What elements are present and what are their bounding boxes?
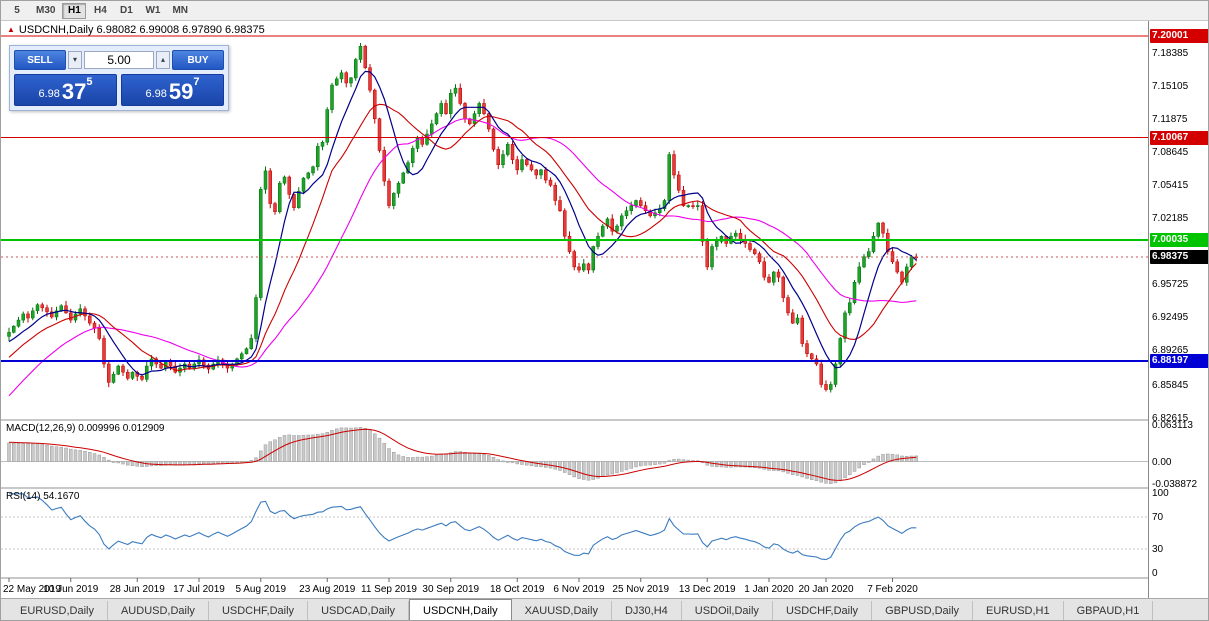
ask-price-prefix: 6.98 xyxy=(145,88,167,100)
rsi-axis-label: 0 xyxy=(1152,568,1158,579)
candles-group xyxy=(7,42,918,393)
macd-axis-label: 0.063113 xyxy=(1152,419,1193,431)
ask-price-sup: 7 xyxy=(193,76,200,88)
price-tick-label: 7.18385 xyxy=(1152,47,1189,59)
chart-tab-gbpusd-daily[interactable]: GBPUSD,Daily xyxy=(872,601,974,620)
timeframe-button-d1[interactable]: D1 xyxy=(114,3,138,19)
ma-fast-line xyxy=(8,70,917,376)
date-label: 20 Jan 2020 xyxy=(798,584,853,595)
timeframe-button-w1[interactable]: W1 xyxy=(140,3,165,19)
timeframe-button-5[interactable]: 5 xyxy=(5,3,29,19)
date-label: 6 Nov 2019 xyxy=(553,584,605,595)
ask-price-big: 59 xyxy=(168,79,194,104)
price-tick-label: 7.02185 xyxy=(1152,213,1189,225)
date-label: 30 Sep 2019 xyxy=(422,584,479,595)
date-label: 1 Jan 2020 xyxy=(744,584,794,595)
bid-price-sup: 5 xyxy=(86,76,93,88)
bid-price-big: 37 xyxy=(61,79,87,104)
chart-tab-usdchf-daily[interactable]: USDCHF,Daily xyxy=(209,601,309,620)
chart-tab-gbpaud-h1[interactable]: GBPAUD,H1 xyxy=(1064,601,1154,620)
volume-up-button[interactable]: ▴ xyxy=(156,51,170,69)
date-label: 5 Aug 2019 xyxy=(235,584,286,595)
rsi-line xyxy=(9,493,917,561)
rsi-axis-label: 30 xyxy=(1152,544,1164,555)
timeframe-button-h4[interactable]: H4 xyxy=(88,3,112,19)
macd-axis-label: -0.038872 xyxy=(1152,478,1198,490)
chart-tab-dj30-h4[interactable]: DJ30,H4 xyxy=(612,601,682,620)
chart-tab-usdoil-daily[interactable]: USDOil,Daily xyxy=(682,601,773,620)
level-price-label: 7.20001 xyxy=(1150,29,1208,43)
sell-price-box[interactable]: 6.98 37 5 xyxy=(14,74,117,106)
chart-tab-eurusd-daily[interactable]: EURUSD,Daily xyxy=(7,601,108,620)
chart-tab-xauusd-daily[interactable]: XAUUSD,Daily xyxy=(512,601,612,620)
level-price-label: 6.88197 xyxy=(1150,353,1208,368)
chart-tab-bar: EURUSD,Daily AUDUSD,Daily USDCHF,Daily USDC… xyxy=(1,598,1208,620)
timeframe-button-m30[interactable]: M30 xyxy=(31,3,60,19)
date-label: 25 Nov 2019 xyxy=(612,584,669,595)
date-label: 23 Aug 2019 xyxy=(299,584,356,595)
chart-tab-eurusd-h1[interactable]: EURUSD,H1 xyxy=(973,601,1064,620)
chart-area: 22 May 2019 10 Jun 2019 28 Jun 2019 17 Jul … xyxy=(1,21,1208,598)
trade-prices-row: 6.98 37 5 6.98 59 7 xyxy=(14,74,224,106)
rsi-axis-label: 100 xyxy=(1152,488,1169,499)
buy-button[interactable]: BUY xyxy=(172,50,224,70)
chart-tab-usdcnh-daily[interactable]: USDCNH,Daily xyxy=(409,599,512,620)
one-click-trading-panel: SELL ▾ ▴ BUY 6.98 37 5 6.98 59 7 xyxy=(9,45,229,111)
volume-down-button[interactable]: ▾ xyxy=(68,51,82,69)
level-price-label: 7.10067 xyxy=(1150,130,1208,145)
date-label: 18 Oct 2019 xyxy=(490,584,545,595)
buy-price-box[interactable]: 6.98 59 7 xyxy=(121,74,224,106)
price-tick-label: 7.08645 xyxy=(1152,147,1189,159)
price-tick-label: 7.05415 xyxy=(1152,180,1189,192)
date-label: 7 Feb 2020 xyxy=(867,584,918,595)
macd-axis-label: 0.00 xyxy=(1152,456,1172,468)
rsi-axis-label: 70 xyxy=(1152,512,1164,523)
current-price-label: 6.98375 xyxy=(1150,249,1208,264)
price-tick-label: 6.95725 xyxy=(1152,279,1189,291)
date-label: 11 Sep 2019 xyxy=(361,584,417,595)
price-tick-label: 6.82615 xyxy=(1152,412,1189,424)
date-label: 13 Dec 2019 xyxy=(679,584,736,595)
ma-slow-line xyxy=(8,118,917,397)
macd-signal-line xyxy=(8,428,917,481)
price-tick-label: 7.15105 xyxy=(1152,81,1189,93)
date-label: 28 Jun 2019 xyxy=(110,584,165,595)
chart-tab-usdchf-daily[interactable]: USDCHF,Daily xyxy=(773,601,873,620)
sell-button[interactable]: SELL xyxy=(14,50,66,70)
trade-controls-row: SELL ▾ ▴ BUY xyxy=(14,50,224,70)
timeframe-button-mn[interactable]: MN xyxy=(167,3,193,19)
chart-tab-usdcad-daily[interactable]: USDCAD,Daily xyxy=(308,601,410,620)
ma-medium-line xyxy=(8,103,917,371)
bid-price-prefix: 6.98 xyxy=(38,88,60,100)
timeframe-button-h1[interactable]: H1 xyxy=(62,2,87,19)
timeframe-toolbar: 5 M30 H1 H4 D1 W1 MN xyxy=(1,1,1208,21)
chart-tab-audusd-daily[interactable]: AUDUSD,Daily xyxy=(108,601,209,620)
price-tick-label: 7.11875 xyxy=(1152,114,1188,126)
price-tick-label: 6.92495 xyxy=(1152,312,1189,324)
date-label: 17 Jul 2019 xyxy=(173,584,225,595)
macd-histogram xyxy=(7,427,918,484)
date-label: 10 Jun 2019 xyxy=(43,584,98,595)
volume-input[interactable] xyxy=(84,51,154,69)
price-axis: 7.18385 7.15105 7.11875 7.08645 7.05415 7.021… xyxy=(1148,21,1208,598)
date-label: 22 May 2019 xyxy=(3,584,61,595)
price-tick-label: 6.85845 xyxy=(1152,379,1189,391)
price-tick-label: 6.89265 xyxy=(1152,345,1189,357)
level-price-label: 7.00035 xyxy=(1150,233,1208,247)
